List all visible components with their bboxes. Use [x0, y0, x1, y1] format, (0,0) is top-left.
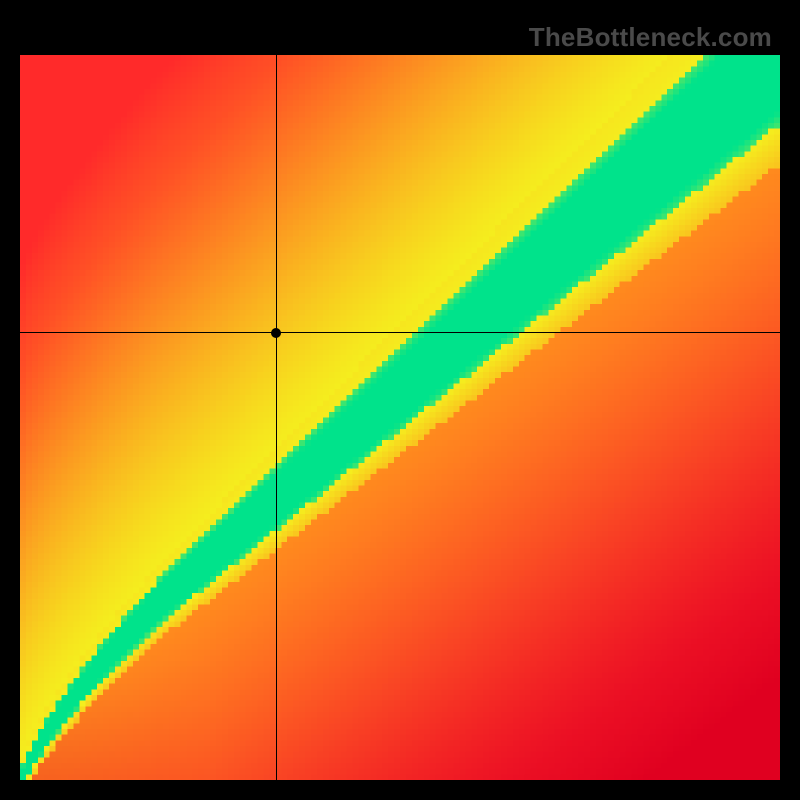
watermark-text: TheBottleneck.com: [529, 22, 772, 53]
heatmap-canvas: [20, 55, 780, 780]
crosshair-horizontal: [20, 332, 780, 333]
crosshair-marker: [271, 328, 281, 338]
crosshair-vertical: [276, 55, 277, 780]
heatmap-plot: [20, 55, 780, 780]
